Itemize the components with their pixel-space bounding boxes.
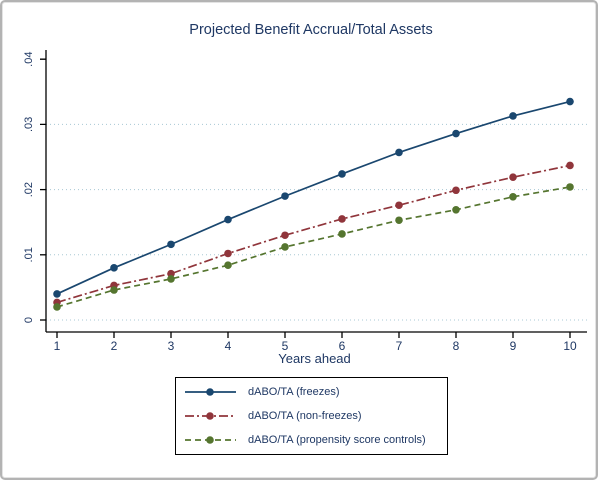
legend-item-non-freezes: dABO/TA (non-freezes) [176, 409, 447, 423]
legend-line-sample-propensity [185, 436, 236, 444]
x-tick-label: 3 [168, 339, 175, 353]
series-marker-2 [452, 206, 460, 214]
x-axis-title: Years ahead [278, 351, 351, 366]
x-tick-label: 1 [54, 339, 61, 353]
plot-area: 0 .01 .02 .03 .04 1 2 3 4 5 6 7 8 9 10 [23, 50, 587, 353]
legend-sample-marker [206, 412, 214, 420]
x-tick-label: 2 [111, 339, 118, 353]
y-tick-label: 0 [23, 317, 35, 323]
series-marker-2 [395, 216, 403, 225]
series-marker-2 [281, 243, 289, 251]
series-marker-1 [395, 201, 403, 210]
series-marker-1 [224, 249, 232, 258]
x-tick-label: 10 [563, 339, 577, 353]
legend-sample-marker [206, 436, 214, 444]
legend-line-sample-freezes [185, 388, 236, 396]
legend-label-non-freezes: dABO/TA (non-freezes) [248, 410, 362, 422]
series-marker-0 [167, 240, 175, 249]
legend-label-freezes: dABO/TA (freezes) [248, 386, 340, 398]
series-marker-2 [53, 303, 61, 311]
series-marker-2 [509, 192, 517, 201]
y-tick-label: .02 [23, 182, 35, 197]
legend-label-propensity: dABO/TA (propensity score controls) [248, 434, 426, 446]
series-marker-1 [452, 186, 460, 195]
series-marker-2 [167, 275, 175, 283]
series-marker-2 [110, 286, 118, 294]
series-marker-1 [566, 161, 574, 170]
series-marker-1 [509, 173, 517, 182]
chart-title: Projected Benefit Accrual/Total Assets [189, 22, 433, 38]
x-tick-label: 8 [453, 339, 460, 353]
series-marker-2 [338, 230, 346, 238]
legend-item-propensity: dABO/TA (propensity score controls) [176, 433, 447, 447]
series-marker-0 [566, 97, 574, 106]
legend-item-freezes: dABO/TA (freezes) [176, 385, 447, 399]
series-marker-0 [281, 192, 289, 200]
x-tick-label: 7 [396, 339, 403, 353]
legend: dABO/TA (freezes) dABO/TA (non-freezes) … [175, 377, 448, 455]
series-marker-1 [281, 231, 289, 240]
x-tick-label: 9 [510, 339, 517, 353]
y-tick-label: .04 [23, 52, 35, 67]
series-marker-0 [395, 148, 403, 157]
x-tick-label: 6 [339, 339, 346, 353]
series-line-1 [56, 164, 571, 304]
series-marker-0 [509, 112, 517, 120]
series-marker-0 [338, 170, 346, 178]
series-marker-1 [338, 215, 346, 223]
series-marker-0 [224, 215, 232, 224]
series-marker-1 [167, 269, 175, 278]
series-marker-0 [110, 264, 118, 272]
series-marker-2 [566, 183, 574, 191]
series-marker-0 [452, 129, 460, 138]
legend-line-sample-non-freezes [185, 412, 236, 420]
series-marker-2 [224, 261, 232, 270]
legend-sample-marker [206, 388, 214, 396]
y-tick-label: .03 [23, 117, 35, 132]
series-line-0 [56, 100, 571, 295]
x-tick-label: 4 [225, 339, 232, 353]
series-marker-0 [53, 290, 61, 298]
y-tick-label: .01 [23, 247, 35, 262]
series-line-2 [56, 186, 571, 308]
x-tick-label: 5 [282, 339, 289, 353]
